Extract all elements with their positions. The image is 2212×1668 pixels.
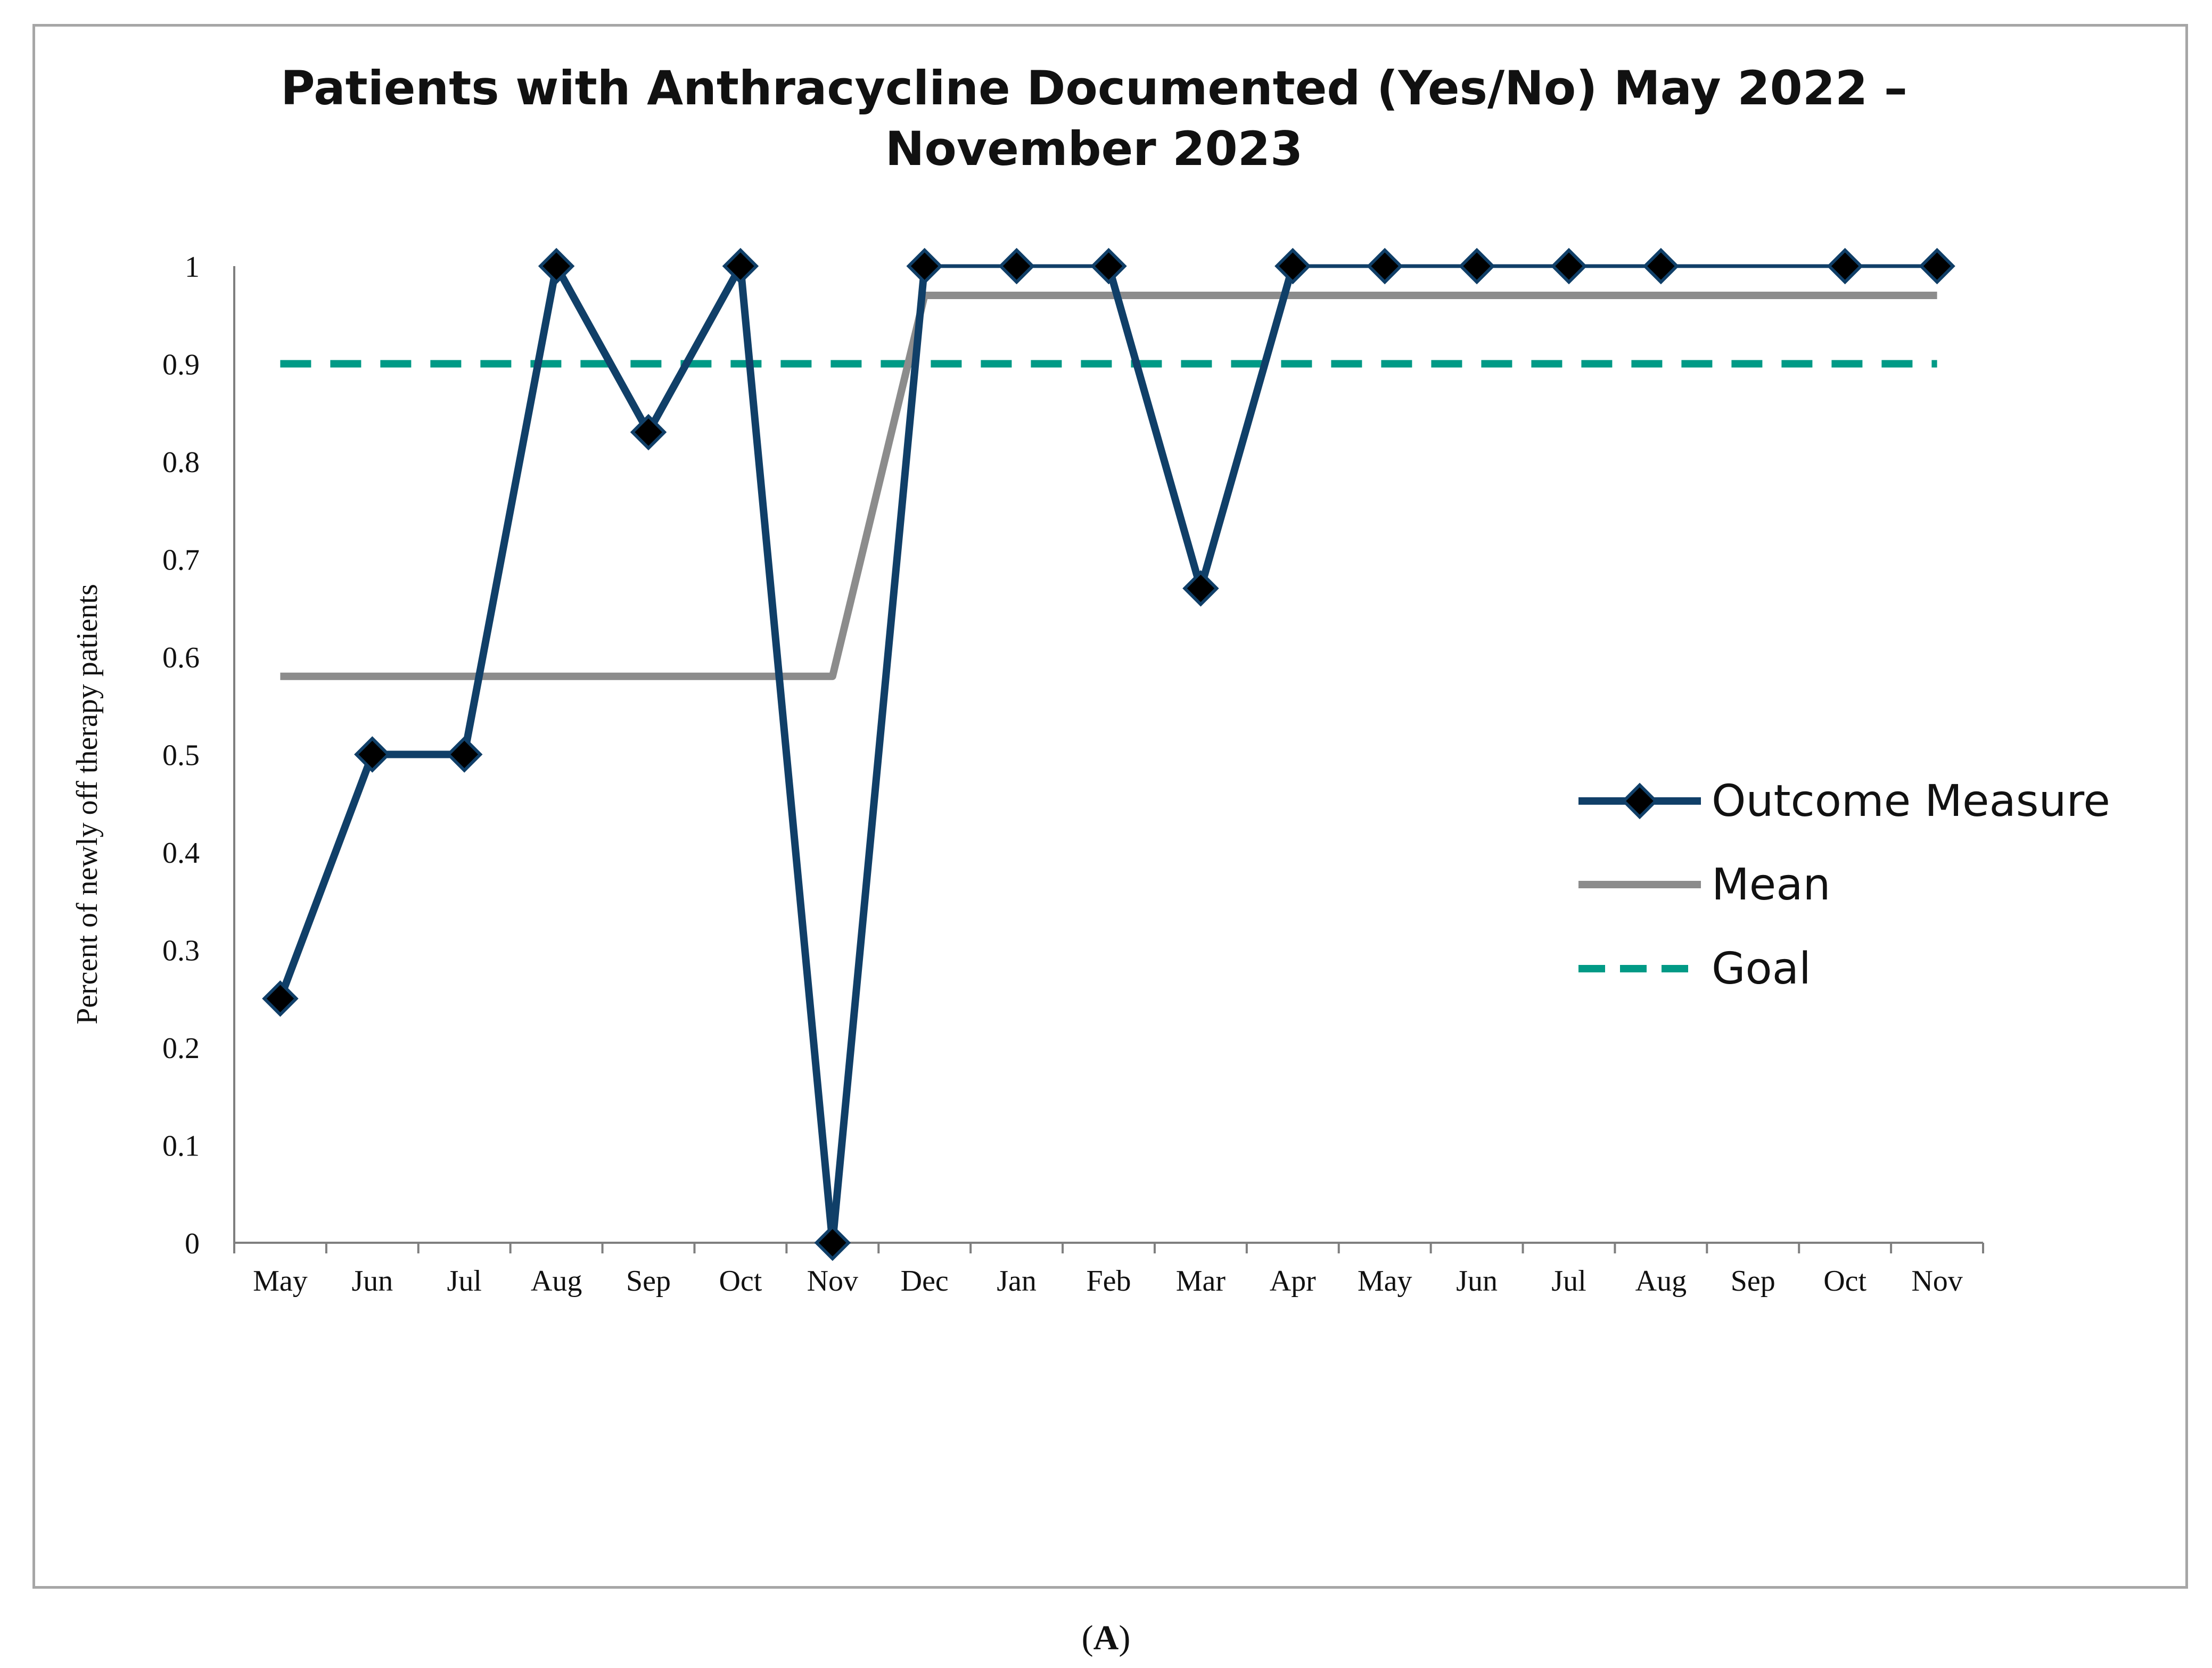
panel-label-letter: A <box>1093 1619 1119 1657</box>
x-tick-label: Sep <box>626 1265 671 1298</box>
y-tick-label: 0.1 <box>162 1130 200 1163</box>
x-tick-label: May <box>253 1265 308 1298</box>
legend-goal-label: Goal <box>1712 944 1811 994</box>
y-tick-label: 0.6 <box>162 641 200 674</box>
y-tick-label: 0.4 <box>162 837 200 870</box>
outcome-data-point <box>538 247 575 285</box>
outcome-data-point <box>1458 247 1495 285</box>
outcome-data-point <box>446 736 483 773</box>
x-tick-label: Feb <box>1087 1265 1131 1298</box>
series-layer <box>262 247 1955 1261</box>
series-outcome-segment <box>1105 262 1205 592</box>
x-tick-label: Mar <box>1176 1265 1226 1298</box>
x-tick-label: Oct <box>1823 1265 1866 1298</box>
x-tick-labels: May Jun Jul Aug Sep Oct Nov Dec Jan Feb Mar Apr May J… <box>253 1265 1963 1298</box>
series-mean-line <box>280 292 1937 680</box>
y-tick-label: 0.8 <box>162 446 200 479</box>
x-tick-label: Jul <box>447 1265 482 1298</box>
x-tick-label: Nov <box>807 1265 858 1298</box>
series-outcome-segment <box>645 262 744 436</box>
x-tick-label: Apr <box>1270 1265 1316 1298</box>
x-tick-label: Nov <box>1911 1265 1962 1298</box>
legend: Outcome Measure Mean Goal <box>1578 776 2110 994</box>
x-tick-label: Aug <box>531 1265 582 1298</box>
y-tick-label: 0.9 <box>162 349 200 382</box>
panel-label-close: ) <box>1119 1619 1131 1657</box>
outcome-data-point <box>1274 247 1311 285</box>
legend-outcome-label: Outcome Measure <box>1712 776 2110 827</box>
y-tick-label: 0.7 <box>162 544 200 577</box>
y-tick-label: 0.5 <box>162 739 200 772</box>
outcome-data-point <box>814 1224 851 1261</box>
y-axis-title: Percent of newly off therapy patients <box>71 584 104 1025</box>
series-outcome-segment <box>461 262 561 758</box>
series-outcome-segment <box>736 262 836 1246</box>
outcome-data-point <box>722 247 759 285</box>
axes <box>233 266 1984 1253</box>
series-outcome-segment <box>276 750 376 1003</box>
chart-title-line-2: November 2023 <box>885 121 1303 176</box>
x-tick-label: Jun <box>1456 1265 1498 1298</box>
outcome-data-point <box>354 736 391 773</box>
outcome-data-point <box>1366 247 1403 285</box>
x-tick-label: Sep <box>1731 1265 1775 1298</box>
panel-label-open: ( <box>1081 1619 1093 1657</box>
outcome-data-point <box>906 247 943 285</box>
outcome-data-point <box>1642 247 1680 285</box>
x-tick-label: Jun <box>351 1265 393 1298</box>
outcome-data-point <box>1919 247 1955 285</box>
y-tick-label: 0.2 <box>162 1032 200 1065</box>
series-outcome-segment <box>553 262 653 436</box>
x-tick-label: Jul <box>1551 1265 1586 1298</box>
y-tick-label: 0.3 <box>162 935 200 968</box>
x-tick-label: May <box>1358 1265 1412 1298</box>
series-outcome-segment <box>1197 262 1297 592</box>
panel-label: (A) <box>0 1618 2212 1658</box>
outcome-data-point <box>1182 570 1219 607</box>
outcome-data-point <box>1827 247 1863 285</box>
x-tick-label: Dec <box>901 1265 949 1298</box>
legend-outcome-marker <box>1621 782 1658 820</box>
legend-mean-label: Mean <box>1712 860 1830 910</box>
chart-title-line-1: Patients with Anthracycline Documented (… <box>281 61 1907 115</box>
x-tick-label: Jan <box>997 1265 1037 1298</box>
outcome-data-point <box>1550 247 1588 285</box>
series-outcome-segment <box>828 262 928 1246</box>
outcome-data-point <box>262 980 299 1017</box>
outcome-data-point <box>1090 247 1127 285</box>
outcome-data-point <box>630 414 667 451</box>
y-tick-label: 1 <box>185 251 200 284</box>
x-tick-label: Oct <box>719 1265 762 1298</box>
y-tick-labels: 0 0.1 0.2 0.3 0.4 0.5 0.6 0.7 0.8 0.9 1 <box>162 251 200 1260</box>
x-tick-label: Aug <box>1635 1265 1687 1298</box>
y-tick-label: 0 <box>185 1227 200 1260</box>
outcome-data-point <box>998 247 1035 285</box>
